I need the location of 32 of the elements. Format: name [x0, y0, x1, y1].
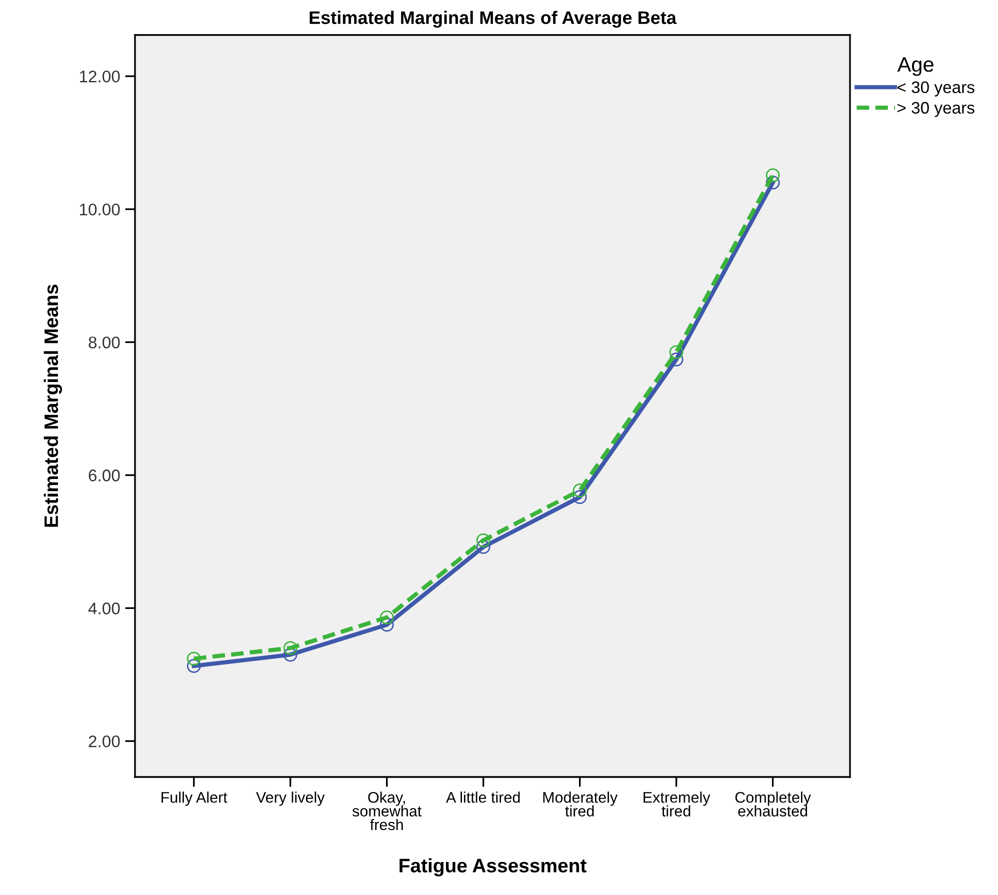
point: [380, 610, 394, 624]
x-tick-label: Very lively: [256, 792, 325, 806]
y-tick-label: 12.00: [80, 70, 120, 82]
y-tick-label: 4.00: [88, 602, 120, 614]
point: [476, 540, 490, 554]
y-tick-label: 2.00: [88, 736, 120, 748]
x-tick-label: Okay, somewhat fresh: [352, 792, 422, 830]
y-tick-label: 6.00: [88, 470, 120, 482]
legend-label: < 30 years: [897, 81, 974, 96]
y-tick-label: 8.00: [88, 336, 120, 348]
x-tick-label: Extremely tired: [644, 792, 710, 816]
chart-title: Estimated Marginal Means of Average Beta: [310, 10, 677, 28]
legend-label: > 30 years: [897, 102, 974, 117]
y-tick-label: 10.00: [80, 204, 120, 216]
x-axis-title: Fatigue Assessment: [400, 858, 586, 876]
point: [283, 641, 298, 655]
x-tick-label: Completely exhausted: [735, 792, 811, 816]
point: [476, 533, 490, 548]
y-axis-title: Estimated Marginal Means: [44, 284, 62, 527]
point: [766, 176, 780, 190]
point: [766, 168, 780, 182]
point: [186, 659, 201, 673]
point: [283, 648, 298, 662]
x-tick-label: A little tired: [446, 792, 520, 803]
x-tick-label: Moderately tired: [543, 792, 618, 816]
point: [186, 652, 201, 666]
x-tick-label: Fully Alert: [162, 792, 228, 806]
legend-title: Age: [897, 57, 934, 76]
point: [669, 345, 684, 360]
point: [572, 483, 587, 498]
point: [669, 352, 684, 366]
point: [572, 490, 587, 504]
